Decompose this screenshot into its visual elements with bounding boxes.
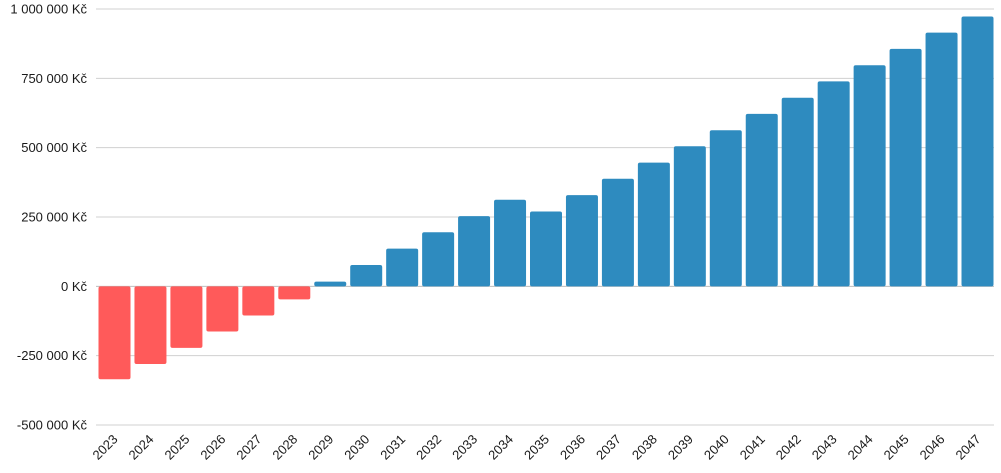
x-tick-label: 2042	[773, 432, 804, 463]
y-tick-label: 750 000 Kč	[21, 71, 87, 86]
x-tick-label: 2034	[485, 432, 516, 463]
x-tick-label: 2040	[701, 432, 732, 463]
x-tick-label: 2028	[269, 432, 300, 463]
bar-2032	[422, 232, 455, 287]
bar-2023	[98, 286, 131, 380]
y-tick-label: -250 000 Kč	[17, 348, 88, 363]
x-tick-label: 2036	[557, 432, 588, 463]
bar-2046	[925, 32, 958, 287]
x-tick-label: 2024	[126, 432, 157, 463]
bar-2034	[494, 199, 527, 287]
x-tick-label: 2031	[377, 432, 408, 463]
bar-2043	[817, 81, 850, 287]
y-axis-labels: 1 000 000 Kč 750 000 Kč 500 000 Kč 250 000 …	[10, 2, 87, 433]
bars	[98, 16, 994, 380]
bar-2031	[386, 248, 419, 287]
x-tick-label: 2038	[629, 432, 660, 463]
bar-2038	[637, 162, 670, 287]
bar-2028	[278, 286, 311, 300]
y-tick-label: 1 000 000 Kč	[10, 2, 87, 17]
bar-2030	[350, 264, 383, 287]
bar-2045	[889, 48, 922, 287]
x-tick-label: 2037	[593, 432, 624, 463]
bar-2042	[781, 97, 814, 287]
y-tick-label: 500 000 Kč	[21, 140, 87, 155]
bar-2040	[709, 130, 742, 287]
bar-2037	[601, 178, 634, 287]
x-tick-label: 2027	[233, 432, 264, 463]
x-tick-label: 2039	[665, 432, 696, 463]
x-tick-label: 2032	[413, 432, 444, 463]
bar-2044	[853, 65, 886, 287]
bar-2027	[242, 286, 275, 316]
bar-2036	[565, 195, 598, 287]
bar-2026	[206, 286, 239, 332]
bar-2047	[961, 16, 994, 287]
y-tick-label: -500 000 Kč	[17, 418, 88, 433]
y-tick-label: 250 000 Kč	[21, 210, 87, 225]
bar-2039	[673, 146, 706, 287]
bar-2035	[530, 211, 562, 287]
x-tick-label: 2035	[521, 432, 552, 463]
bar-2024	[134, 286, 167, 364]
x-tick-label: 2045	[881, 432, 912, 463]
bar-2025	[170, 286, 203, 348]
x-tick-label: 2030	[341, 432, 372, 463]
bar-2029	[314, 281, 347, 287]
x-tick-label: 2025	[161, 432, 192, 463]
x-tick-label: 2047	[953, 432, 984, 463]
x-tick-label: 2041	[737, 432, 768, 463]
y-tick-label: 0 Kč	[61, 279, 88, 294]
bar-2041	[745, 113, 778, 287]
x-tick-label: 2046	[917, 432, 948, 463]
x-axis-labels: 2023 2024 2025 2026 2027 2028 2029 2030 2031 2032…	[90, 432, 984, 463]
x-tick-label: 2029	[305, 432, 336, 463]
x-tick-label: 2043	[809, 432, 840, 463]
x-tick-label: 2044	[845, 432, 876, 463]
x-tick-label: 2023	[90, 432, 121, 463]
x-tick-label: 2026	[197, 432, 228, 463]
bar-2033	[458, 216, 491, 287]
x-tick-label: 2033	[449, 432, 480, 463]
